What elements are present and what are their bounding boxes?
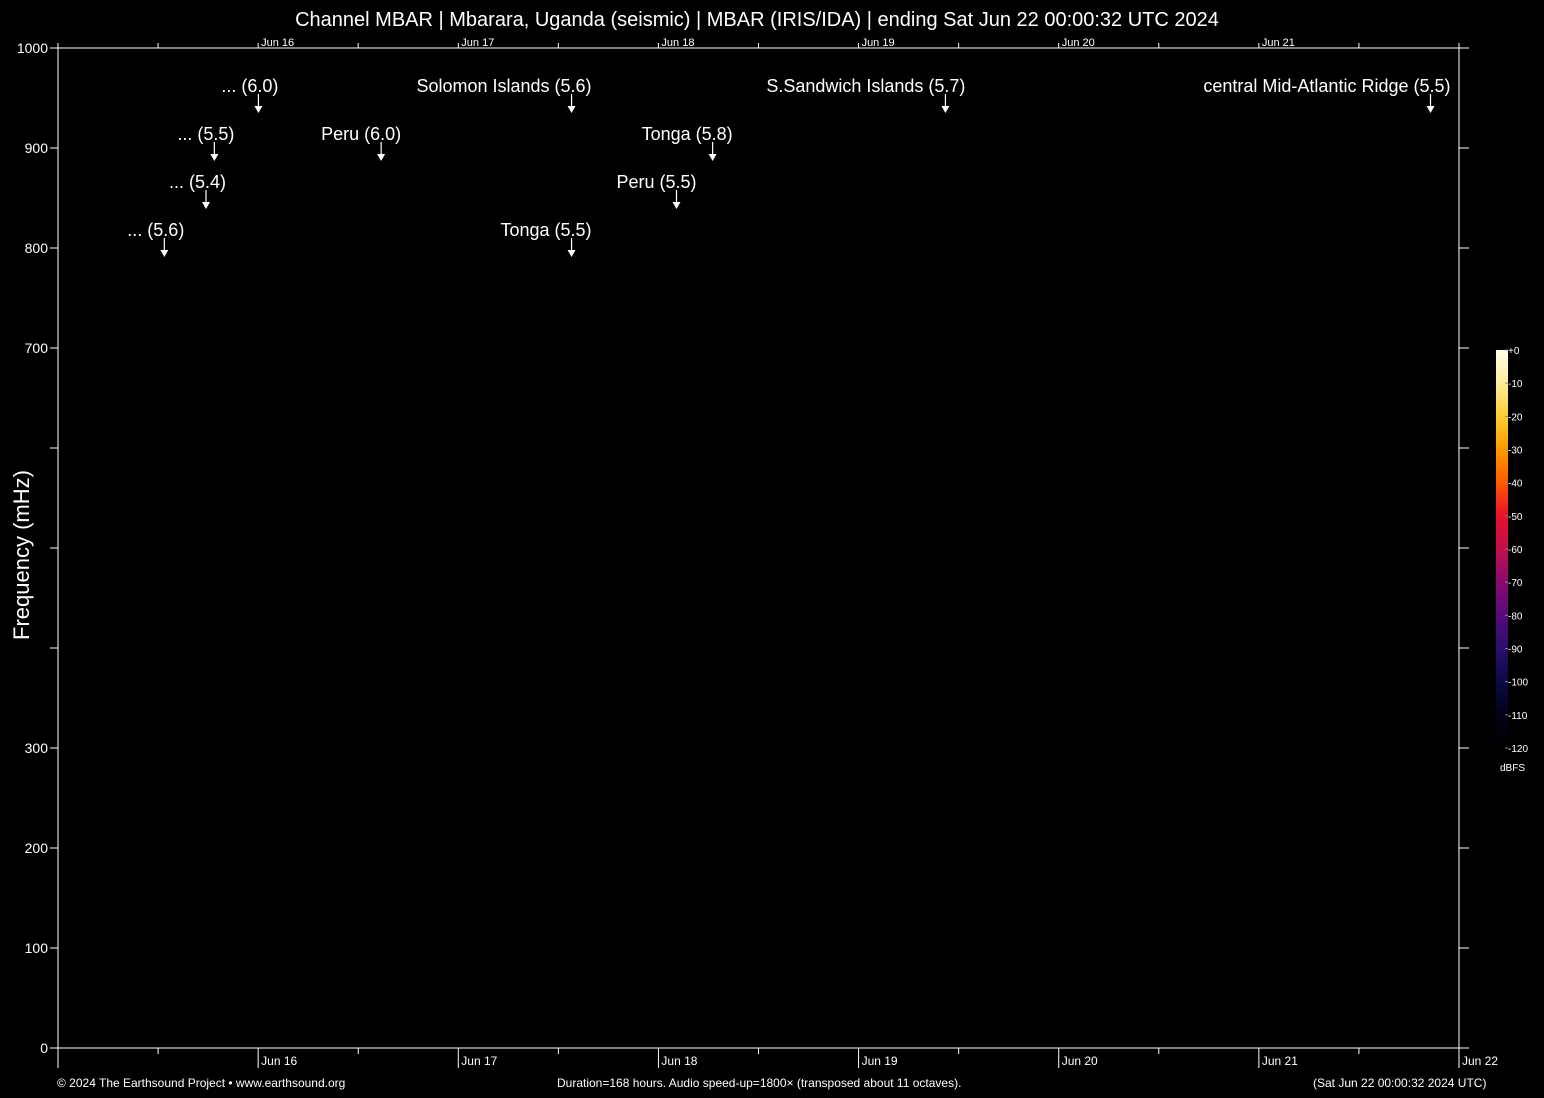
colorbar-tick-label: -20	[1508, 412, 1523, 423]
event-marker-arrow	[672, 202, 681, 209]
x-tick-label: Jun 18	[661, 1054, 697, 1068]
event-label: Solomon Islands (5.6)	[416, 76, 591, 96]
event-marker-arrow	[254, 106, 263, 113]
colorbar-tick-label: -10	[1508, 379, 1523, 390]
event-marker-arrow	[567, 106, 576, 113]
event-label: ... (5.6)	[127, 220, 184, 240]
colorbar-tick-label: -40	[1508, 479, 1523, 490]
x-tick-label: Jun 21	[1262, 1054, 1298, 1068]
colorbar-tick-label: -110	[1508, 711, 1528, 722]
event-label: S.Sandwich Islands (5.7)	[766, 76, 965, 96]
axes: 0 100 200 300 700 800 900 1000 Jun 16 Jun 17 Jun 1…	[17, 37, 1498, 1068]
x-tick-label-top: Jun 19	[862, 37, 895, 49]
event-marker: central Mid-Atlantic Ridge (5.5)	[1203, 76, 1451, 113]
event-marker-arrow	[210, 154, 219, 161]
y-tick-label: 200	[25, 840, 49, 856]
colorbar-tick-label: -60	[1508, 545, 1523, 556]
event-label: Peru (6.0)	[321, 124, 401, 144]
x-tick-label-top: Jun 17	[461, 37, 494, 49]
x-tick-label: Jun 19	[862, 1054, 898, 1068]
footer-timestamp: (Sat Jun 22 00:00:32 2024 UTC)	[1313, 1076, 1487, 1090]
colorbar-tick-label: +0	[1508, 346, 1520, 357]
event-marker-arrow	[941, 106, 950, 113]
event-marker-arrow	[708, 154, 717, 161]
event-marker-arrow	[160, 250, 169, 257]
event-markers: ... (6.0) ... (5.5) ... (5.4) ... (5.6) Solo…	[127, 76, 1451, 257]
y-tick-label: 800	[25, 240, 49, 256]
event-marker: Tonga (5.8)	[642, 124, 733, 161]
event-marker-arrow	[567, 250, 576, 257]
x-tick-label: Jun 17	[461, 1054, 497, 1068]
colorbar-tick-label: -50	[1508, 512, 1523, 523]
colorbar-tick-label: -80	[1508, 611, 1523, 622]
event-marker: ... (6.0)	[221, 76, 278, 113]
y-tick-label: 0	[40, 1040, 48, 1056]
x-tick-label: Jun 20	[1062, 1054, 1098, 1068]
y-tick-label: 900	[25, 140, 49, 156]
colorbar-tick-label: -100	[1508, 678, 1528, 689]
x-tick-label-top: Jun 16	[261, 37, 294, 49]
event-label: ... (5.5)	[177, 124, 234, 144]
colorbar-tick-label: -30	[1508, 446, 1523, 457]
event-marker: Peru (6.0)	[321, 124, 401, 161]
y-tick-label: 1000	[17, 40, 48, 56]
event-label: Peru (5.5)	[616, 172, 696, 192]
event-label: Tonga (5.5)	[500, 220, 591, 240]
event-marker-arrow	[1426, 106, 1435, 113]
x-tick-label-top: Jun 18	[661, 37, 694, 49]
x-tick-label-top: Jun 21	[1262, 37, 1295, 49]
x-tick-label: Jun 16	[261, 1054, 297, 1068]
event-marker: ... (5.5)	[177, 124, 234, 161]
y-tick-label: 300	[25, 740, 49, 756]
event-marker-arrow	[377, 154, 386, 161]
event-marker: S.Sandwich Islands (5.7)	[766, 76, 965, 113]
footer-copyright: © 2024 The Earthsound Project • www.eart…	[57, 1076, 346, 1090]
colorbar-tick-label: -90	[1508, 645, 1523, 656]
event-marker-arrow	[202, 202, 211, 209]
event-marker: Peru (5.5)	[616, 172, 696, 209]
event-label: ... (5.4)	[169, 172, 226, 192]
event-marker: Tonga (5.5)	[500, 220, 592, 257]
plot-area	[58, 48, 1459, 1048]
chart-title: Channel MBAR | Mbarara, Uganda (seismic)…	[295, 9, 1219, 31]
colorbar-tick-label: -70	[1508, 578, 1523, 589]
event-marker: ... (5.6)	[127, 220, 184, 257]
event-label: ... (6.0)	[221, 76, 278, 96]
event-marker: Solomon Islands (5.6)	[416, 76, 592, 113]
footer-duration: Duration=168 hours. Audio speed-up=1800×…	[557, 1076, 962, 1090]
event-label: Tonga (5.8)	[642, 124, 733, 144]
colorbar: +0 -10 -20 -30 -40 -50 -60 -70 -80 -90 -100 -110 -12…	[1496, 346, 1528, 774]
x-tick-label-top: Jun 20	[1062, 37, 1095, 49]
y-tick-label: 700	[25, 340, 49, 356]
colorbar-unit-label: dBFS	[1500, 763, 1525, 774]
x-tick-label: Jun 22	[1462, 1054, 1498, 1068]
colorbar-tick-label: -120	[1508, 744, 1528, 755]
event-label: central Mid-Atlantic Ridge (5.5)	[1203, 76, 1450, 96]
event-marker: ... (5.4)	[169, 172, 226, 209]
y-tick-label: 100	[25, 940, 49, 956]
